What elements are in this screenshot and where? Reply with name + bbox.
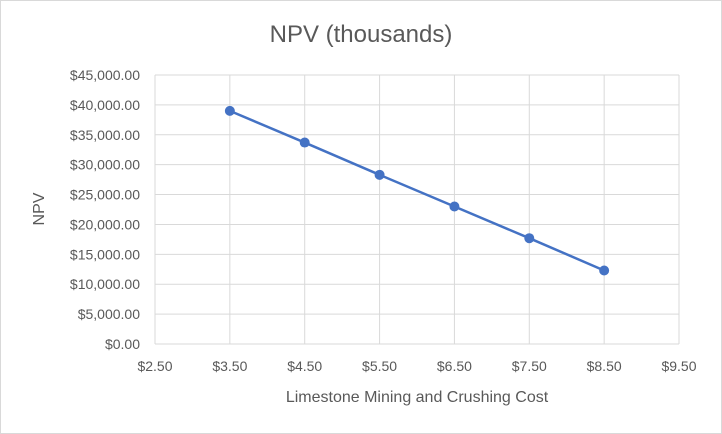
- y-tick-label: $15,000.00: [70, 246, 140, 262]
- chart-title: NPV (thousands): [270, 21, 453, 48]
- y-tick-label: $45,000.00: [70, 67, 140, 83]
- x-axis-label: Limestone Mining and Crushing Cost: [286, 389, 549, 406]
- data-point: [374, 169, 385, 180]
- series-layer: [224, 105, 610, 276]
- x-tick-label: $7.50: [512, 358, 547, 374]
- data-point: [524, 233, 535, 244]
- x-tick-label: $8.50: [587, 358, 622, 374]
- x-axis-ticks: $2.50 $3.50 $4.50 $5.50 $6.50 $7.50 $8.50 $9.50: [137, 358, 696, 374]
- grid-lines: [154, 74, 680, 345]
- y-tick-label: $0.00: [105, 336, 140, 352]
- x-tick-label: $3.50: [212, 358, 247, 374]
- y-axis-label: NPV: [31, 192, 48, 225]
- y-tick-label: $30,000.00: [70, 157, 140, 173]
- y-tick-label: $20,000.00: [70, 216, 140, 232]
- data-point: [299, 137, 310, 148]
- y-tick-label: $25,000.00: [70, 187, 140, 203]
- data-point: [224, 105, 235, 116]
- x-tick-label: $9.50: [661, 358, 696, 374]
- x-tick-label: $5.50: [362, 358, 397, 374]
- y-axis-ticks: $0.00 $5,000.00 $10,000.00 $15,000.00 $20,00…: [70, 67, 140, 352]
- data-point: [449, 201, 460, 212]
- series-line: [229, 109, 605, 272]
- x-tick-label: $2.50: [137, 358, 172, 374]
- y-tick-label: $35,000.00: [70, 127, 140, 143]
- data-point: [599, 265, 610, 276]
- x-tick-label: $4.50: [287, 358, 322, 374]
- y-tick-label: $10,000.00: [70, 276, 140, 292]
- y-tick-label: $40,000.00: [70, 97, 140, 113]
- x-tick-label: $6.50: [437, 358, 472, 374]
- y-tick-label: $5,000.00: [78, 306, 140, 322]
